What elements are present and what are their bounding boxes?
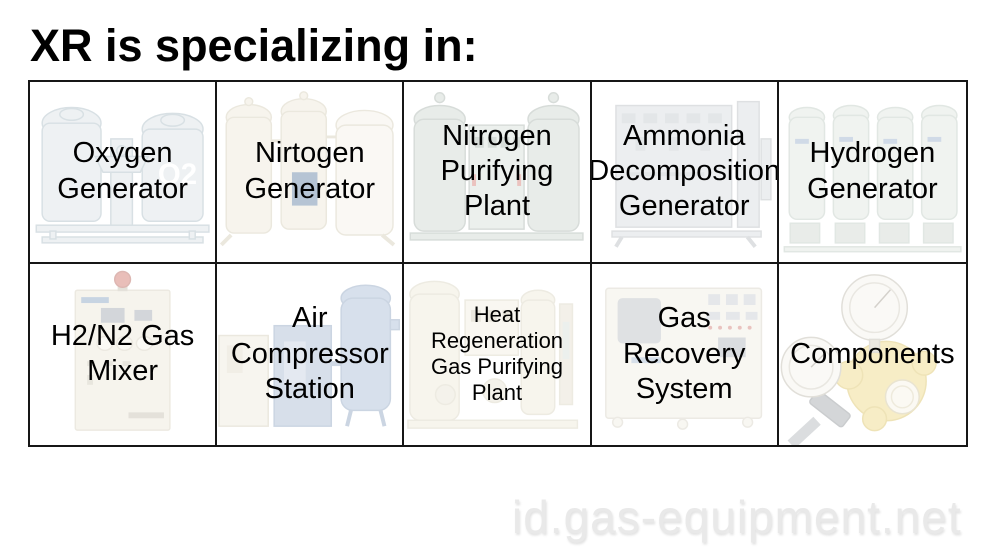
product-cell-gas-recovery-system: Gas Recovery System: [591, 263, 779, 445]
air-compressor-station-image: [218, 284, 401, 427]
product-label-h2-n2-gas-mixer: H2/N2 Gas Mixer: [50, 319, 195, 388]
oxygen-generator-image: O2: [35, 106, 210, 244]
product-cell-heat-regeneration-gas-purifying-plant: Heat Regeneration Gas Purifying Plant: [404, 263, 592, 445]
product-label-oxygen-generator: Oxygen Generator: [57, 137, 188, 205]
product-cell-h2-n2-gas-mixer: H2/N2 Gas Mixer: [30, 263, 218, 445]
product-cell-ammonia-decomposition-generator: Ammonia Decomposition Generator: [591, 82, 779, 264]
product-label-hydrogen-generator: Hydrogen Generator: [807, 137, 938, 205]
nitrogen-generator-image: [220, 91, 396, 247]
hydrogen-generator-image: [783, 104, 962, 253]
product-label-components: Components: [790, 337, 955, 370]
product-cell-components: Components: [778, 263, 966, 445]
product-cell-air-compressor-station: Air Compressor Station: [217, 263, 405, 445]
product-cell-oxygen-generator: O2 Oxygen Generator: [30, 82, 218, 264]
products-grid: O2 Oxygen Generator Nirtogen Generator: [28, 80, 968, 447]
gas-recovery-system-image: [604, 287, 762, 430]
heat-regeneration-gas-purifying-plant-image: [407, 280, 579, 429]
product-label-heat-regeneration-gas-purifying-plant: Heat Regeneration Gas Purifying Plant: [430, 302, 564, 406]
watermark: id.gas-equipment.net: [512, 491, 962, 543]
o2-badge: O2: [158, 158, 197, 191]
product-label-nitrogen-generator: Nirtogen Generator: [244, 137, 376, 205]
page-title: XR is specializing in:: [30, 20, 478, 71]
product-label-ammonia-decomposition-generator: Ammonia Decomposition Generator: [591, 119, 779, 223]
components-image: [780, 273, 937, 445]
product-cell-nitrogen-generator: Nirtogen Generator: [217, 82, 405, 264]
product-label-nitrogen-purifying-plant: Nitrogen Purifying Plant: [440, 119, 554, 223]
product-cell-hydrogen-generator: Hydrogen Generator: [778, 82, 966, 264]
product-label-air-compressor-station: Air Compressor Station: [230, 302, 389, 405]
product-cell-nitrogen-purifying-plant: Nitrogen Purifying Plant: [404, 82, 592, 264]
product-label-gas-recovery-system: Gas Recovery System: [622, 302, 746, 405]
nitrogen-purifying-plant-image: [409, 92, 585, 241]
h2-n2-gas-mixer-image: [74, 270, 171, 431]
ammonia-decomposition-generator-image: [610, 100, 772, 249]
